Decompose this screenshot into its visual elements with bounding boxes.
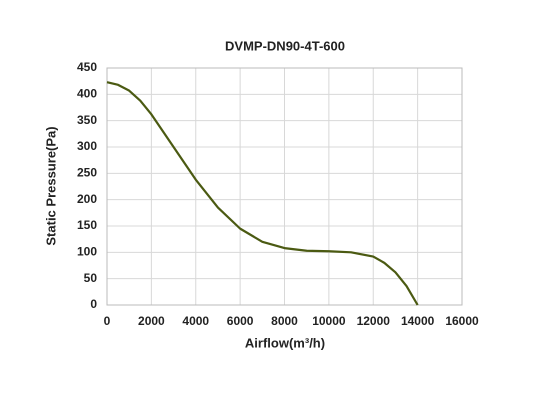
y-tick-label: 0 bbox=[90, 297, 97, 311]
data-line bbox=[106, 81, 419, 306]
x-tick-label: 0 bbox=[104, 314, 111, 328]
y-tick-label: 150 bbox=[77, 218, 97, 232]
x-tick-label: 2000 bbox=[138, 314, 165, 328]
y-tick-label: 400 bbox=[77, 87, 97, 101]
x-tick-label: 6000 bbox=[227, 314, 254, 328]
y-tick-label: 450 bbox=[77, 60, 97, 74]
x-tick-label: 8000 bbox=[271, 314, 298, 328]
x-tick-label: 12000 bbox=[357, 314, 391, 328]
y-tick-label: 300 bbox=[77, 139, 97, 153]
y-tick-label: 200 bbox=[77, 192, 97, 206]
y-tick-label: 350 bbox=[77, 113, 97, 127]
x-axis-label: Airflow(m³/h) bbox=[245, 335, 325, 350]
x-tick-label: 10000 bbox=[312, 314, 346, 328]
y-tick-label: 50 bbox=[84, 271, 98, 285]
chart-title: DVMP-DN90-4T-600 bbox=[225, 38, 345, 53]
x-tick-label: 16000 bbox=[445, 314, 479, 328]
x-tick-label: 4000 bbox=[182, 314, 209, 328]
y-tick-label: 100 bbox=[77, 245, 97, 259]
plot-frame bbox=[106, 67, 463, 306]
y-axis-label: Static Pressure(Pa) bbox=[43, 126, 58, 245]
y-tick-label: 250 bbox=[77, 166, 97, 180]
x-tick-label: 14000 bbox=[401, 314, 435, 328]
